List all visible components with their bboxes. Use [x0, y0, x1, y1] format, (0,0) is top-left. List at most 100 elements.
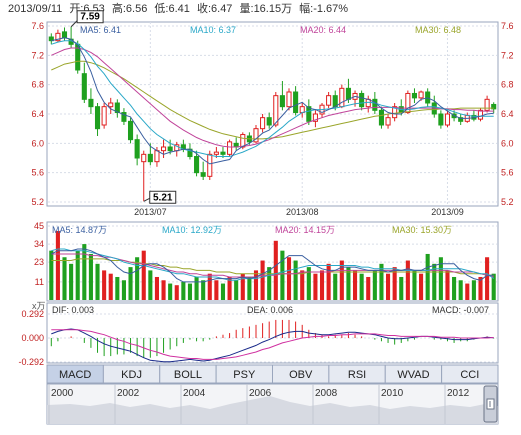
volume-bar	[128, 267, 133, 300]
candle-body	[127, 120, 134, 141]
volume-bar	[432, 263, 437, 300]
header-low-label: 低:	[154, 2, 168, 15]
candle	[411, 88, 418, 103]
tab-macd[interactable]: MACD	[46, 364, 104, 384]
volume-bar	[346, 267, 351, 300]
candle	[108, 97, 114, 114]
header-quote: 2013/09/11 开:6.53 高:6.56 低:6.41 收:6.47 量…	[8, 1, 348, 15]
volume-bar	[201, 280, 206, 300]
timeline-scroll-handle[interactable]	[483, 385, 498, 423]
price-moving-averages	[51, 37, 494, 165]
timeline-year-label: 2004	[183, 388, 206, 399]
candle-body	[372, 98, 378, 111]
volume-bar	[95, 263, 100, 300]
price-xlabel: 2013/07	[134, 207, 167, 217]
tab-label: PSY	[233, 369, 256, 381]
candle-body	[345, 87, 351, 100]
volume-bar	[419, 273, 424, 300]
candle-body	[484, 98, 490, 111]
candle-body	[293, 91, 299, 114]
price-extreme-markers: 7.59 5.21	[70, 10, 177, 204]
price-ytick-left: 6.4	[31, 109, 44, 119]
volume-bar	[148, 270, 153, 300]
volume-bar	[115, 276, 120, 300]
price-ytick-left: 5.6	[31, 168, 44, 178]
tab-psy[interactable]: PSY	[215, 364, 273, 384]
candle-body	[458, 117, 464, 122]
volume-bar	[187, 283, 193, 300]
price-xlabel: 2013/09	[431, 207, 464, 217]
volume-ma-label: MA30: 15.30万	[392, 225, 452, 235]
timeline-years: 2000 2002 2004 2006 2008 2010 2012	[48, 384, 470, 424]
candle	[147, 143, 153, 166]
candle-body	[418, 91, 424, 99]
timeline-year-label: 2000	[51, 388, 74, 399]
candle	[94, 103, 101, 136]
tab-cci[interactable]: CCI	[441, 364, 499, 384]
volume-bar	[161, 280, 166, 300]
volume-grid	[48, 225, 497, 283]
volume-bar	[300, 270, 305, 300]
tab-boll[interactable]: BOLL	[159, 364, 217, 384]
volume-bar	[372, 270, 377, 300]
candle-body	[101, 106, 107, 126]
volume-bar	[135, 257, 140, 300]
candle-body	[213, 151, 219, 155]
volume-ma-label: MA20: 14.15万	[275, 225, 335, 235]
volume-bar	[485, 257, 490, 300]
price-y-axis: 7.6 7.6 7.2 7.2 6.8 6.8 6.4 6.4 6.0 6.0 5.6 5.6 5.2 5…	[31, 21, 513, 207]
volume-bar	[108, 273, 113, 300]
dif-label: DIF: 0.003	[52, 305, 94, 315]
price-ytick-right: 6.4	[501, 109, 514, 119]
candle-body	[114, 102, 120, 114]
max-marker-box	[76, 10, 104, 24]
price-ytick-left: 7.6	[31, 21, 44, 31]
candle-body	[339, 87, 345, 108]
header-close: 6.47	[211, 3, 232, 15]
price-ytick-right: 7.2	[501, 50, 514, 60]
timeline-year-label: 2010	[381, 388, 404, 399]
price-xlabel: 2013/08	[286, 207, 319, 217]
tab-label: OBV	[289, 369, 313, 381]
candle	[266, 112, 272, 129]
volume-y-axis: 45 34 23 11	[34, 221, 44, 287]
tab-wvad[interactable]: WVAD	[384, 364, 443, 384]
volume-bar	[82, 244, 87, 300]
price-ytick-right: 6.8	[501, 80, 514, 90]
candle	[385, 114, 391, 129]
tab-label: KDJ	[121, 369, 142, 381]
volume-bar	[168, 283, 173, 300]
header-close-label: 收:	[197, 1, 211, 15]
candle	[253, 125, 259, 144]
candle-body	[61, 31, 68, 39]
price-ytick-left: 6.0	[31, 138, 44, 148]
volume-bar	[366, 276, 371, 300]
candle	[75, 40, 81, 74]
tab-obv[interactable]: OBV	[272, 364, 330, 384]
header-high-label: 高:	[112, 1, 126, 15]
macd-ytick: 0.292	[21, 309, 44, 319]
candle-body	[378, 109, 384, 126]
volume-bar	[471, 280, 476, 300]
candle	[227, 139, 233, 157]
volume-bar	[121, 280, 126, 300]
macd-lines	[51, 328, 494, 363]
candle-body	[306, 106, 312, 122]
price-ytick-right: 7.6	[501, 21, 514, 31]
tab-rsi[interactable]: RSI	[328, 364, 386, 384]
candle	[121, 108, 127, 125]
volume-bar	[181, 281, 186, 300]
volume-bar	[313, 273, 318, 300]
candle	[127, 117, 134, 144]
price-ytick-left: 7.2	[31, 50, 44, 60]
volume-bar	[352, 270, 358, 300]
volume-bar	[359, 273, 364, 300]
volume-bar	[379, 263, 384, 300]
candle	[260, 114, 266, 133]
candle	[312, 110, 318, 128]
volume-bar	[478, 276, 483, 300]
volume-bar	[49, 250, 54, 300]
tab-kdj[interactable]: KDJ	[102, 364, 161, 384]
volume-bars	[49, 230, 496, 300]
dea-line	[51, 329, 494, 360]
